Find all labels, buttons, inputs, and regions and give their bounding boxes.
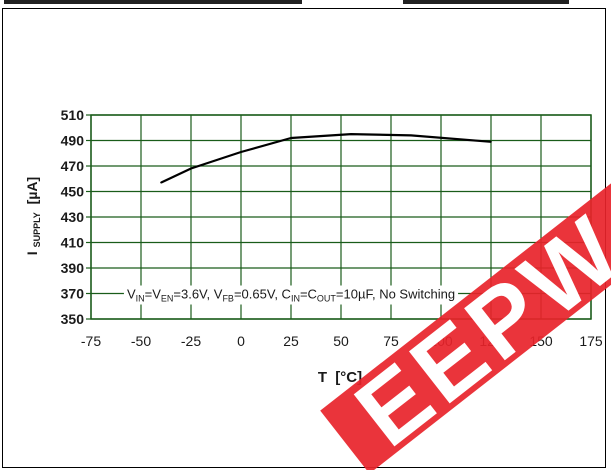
annotation-subscript: IN	[136, 294, 145, 304]
y-axis-title-sub: SUPPLY	[32, 212, 42, 247]
y-tick-label: 410	[61, 235, 85, 251]
data-point	[240, 151, 242, 153]
y-axis-title-unit: [µA]	[24, 177, 40, 205]
annotation-subscript: IN	[291, 294, 300, 304]
y-axis-title: I SUPPLY [µA]	[24, 177, 43, 255]
annotation-subscript: EN	[161, 294, 174, 304]
annotation-subscript: FB	[222, 294, 234, 304]
x-tick-label: -75	[81, 333, 101, 349]
x-tick-label: 25	[283, 333, 299, 349]
annotation-segment: =10µF, No Switching	[336, 287, 455, 302]
y-tick-label: 390	[61, 260, 85, 276]
y-tick-labels: 350 370 390 410 430 450 470 490 510	[61, 107, 85, 327]
y-tick-label: 450	[61, 184, 85, 200]
annotation-segment: =C	[300, 287, 317, 302]
x-axis-title: T [°C]	[318, 369, 362, 386]
data-point	[490, 140, 492, 143]
x-tick-label: 0	[237, 333, 245, 349]
x-tick-label: 150	[529, 333, 553, 349]
data-point	[160, 181, 162, 184]
y-tick-label: 510	[61, 107, 85, 123]
x-tick-labels: -75 -50 -25 0 25 50 75 100 125 150 175	[81, 333, 603, 349]
x-tick-label: 125	[479, 333, 503, 349]
x-tick-label: 75	[383, 333, 399, 349]
y-tick-label: 430	[61, 209, 85, 225]
y-tick-label: 350	[61, 311, 85, 327]
annotation-segment: =V	[145, 287, 162, 302]
data-point	[290, 137, 292, 139]
x-tick-label: 175	[579, 333, 603, 349]
data-point	[350, 133, 352, 135]
x-tick-label: -25	[181, 333, 201, 349]
x-tick-label: 100	[429, 333, 453, 349]
x-axis-title-main: T	[318, 369, 327, 386]
annotation-segment: V	[127, 287, 136, 302]
y-tick-label: 490	[61, 133, 85, 149]
data-point	[410, 134, 412, 137]
figure-heading-clipped	[0, 0, 611, 9]
x-tick-label: -50	[131, 333, 151, 349]
y-tick-label: 470	[61, 158, 85, 174]
x-axis-title-unit: [°C]	[335, 369, 362, 386]
annotation-segment: =3.6V, V	[173, 287, 222, 302]
x-tick-label: 50	[333, 333, 349, 349]
data-point	[190, 167, 192, 170]
test-conditions-annotation: VIN=VEN=3.6V, VFB=0.65V, CIN=COUT=10µF, …	[123, 285, 459, 305]
y-axis-title-main: I	[24, 251, 40, 255]
y-tick-label: 370	[61, 286, 85, 302]
annotation-segment: =0.65V, C	[234, 287, 291, 302]
annotation-subscript: OUT	[317, 294, 337, 304]
